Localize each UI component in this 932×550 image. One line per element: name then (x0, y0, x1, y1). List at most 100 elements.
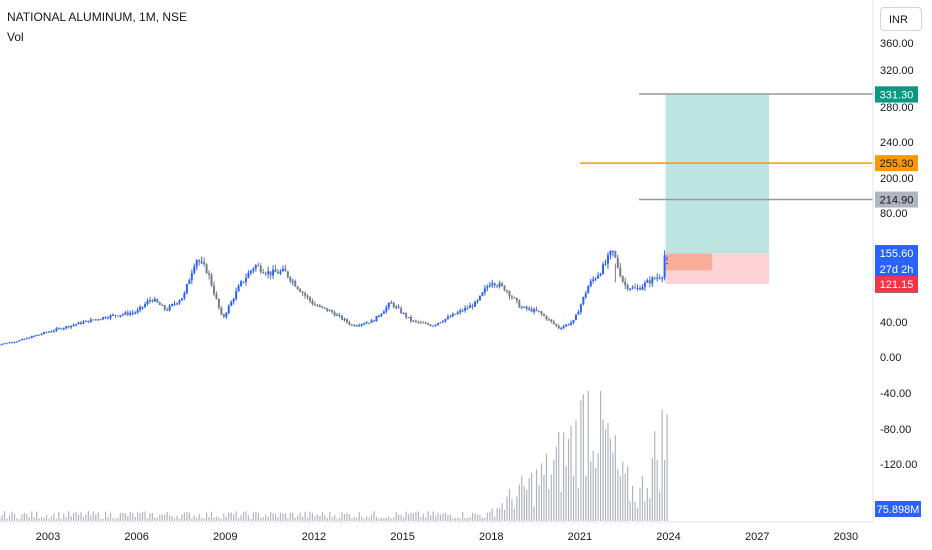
volume-bar (311, 512, 314, 521)
volume-bar (415, 512, 417, 521)
volume-bar (656, 460, 658, 521)
candle-body (611, 250, 614, 252)
candle-body (171, 304, 174, 306)
price-tag-label: 27d 2h (880, 264, 914, 276)
candle-body (269, 271, 272, 276)
candle-body (208, 273, 211, 275)
candle-body (589, 281, 592, 287)
volume-bar (580, 400, 582, 521)
volume-bar (105, 511, 107, 521)
target-zone[interactable] (665, 94, 770, 254)
symbol-title[interactable]: NATIONAL ALUMINUM, 1M, NSE (7, 10, 188, 24)
candle-body (131, 312, 134, 314)
volume-bar (210, 511, 213, 521)
candle-body (486, 286, 489, 289)
volume-bar (215, 516, 218, 521)
volume-bar (87, 511, 89, 521)
volume-bar (235, 511, 237, 521)
candle-body (284, 268, 287, 272)
candle-body (23, 338, 26, 340)
candle-body (227, 305, 230, 313)
volume-bar (358, 512, 360, 521)
volume-bar (63, 513, 65, 521)
candle-body (338, 314, 341, 316)
candle-body (641, 286, 644, 290)
volume-bar (260, 517, 262, 521)
candle-body (259, 265, 262, 272)
volume-bar (533, 506, 535, 521)
volume-bar (324, 514, 326, 521)
candle-body (565, 324, 568, 327)
candle-body (358, 325, 361, 327)
candle-body (195, 260, 198, 267)
volume-bar (193, 515, 195, 521)
volume-bar (592, 450, 594, 521)
volume-bar (511, 498, 513, 521)
volume-bar (353, 516, 355, 521)
volume-bar (439, 514, 442, 521)
candle-body (510, 296, 513, 298)
volume-bar (631, 485, 634, 521)
price-tag[interactable] (875, 261, 918, 278)
volume-bar (567, 438, 570, 521)
volume-bar (316, 514, 318, 521)
volume-bar (218, 517, 220, 521)
price-tag[interactable] (875, 86, 918, 103)
volume-bar (402, 517, 405, 521)
volume-bar (68, 511, 70, 521)
volume-bar (205, 512, 208, 521)
candle-body (203, 261, 206, 265)
volume-tag[interactable] (875, 501, 921, 517)
candle-body (513, 297, 516, 299)
volume-bar (420, 517, 422, 521)
candle-body (55, 328, 58, 331)
candle-body (114, 314, 117, 316)
volume-bar (518, 484, 520, 521)
time-tick-label: 2018 (479, 531, 503, 543)
candle-body (148, 300, 151, 302)
volume-bar (526, 489, 528, 521)
candle-body (464, 307, 467, 311)
price-tick-label: -40.00 (880, 388, 911, 400)
candle-body (545, 316, 548, 320)
volume-bar (410, 512, 412, 521)
price-tag[interactable] (875, 245, 918, 262)
volume-bar (270, 511, 272, 521)
volume-bar (181, 514, 183, 521)
volume-bar (644, 501, 646, 521)
candle-body (368, 322, 371, 324)
volume-indicator-label[interactable]: Vol (7, 30, 24, 44)
candle-body (439, 322, 442, 324)
candle-body (363, 323, 366, 325)
candle-body (267, 271, 270, 274)
candle-body (663, 255, 666, 278)
candle-body (84, 320, 87, 322)
volume-bar (434, 516, 437, 521)
candle-body (33, 335, 36, 337)
volume-bar (302, 516, 304, 521)
candle-body (198, 260, 201, 262)
candle-body (11, 342, 14, 344)
candle-body (190, 273, 193, 281)
candle-body (328, 310, 331, 312)
candle-body (542, 314, 545, 317)
candle-body (587, 286, 590, 294)
candle-body (235, 291, 238, 300)
candle-body (276, 272, 279, 274)
candle-body (432, 325, 435, 327)
price-tag[interactable] (875, 155, 918, 172)
candle-body (557, 325, 560, 329)
candle-body (407, 317, 410, 319)
volume-bar (279, 512, 282, 521)
candle-body (624, 281, 627, 286)
candle-body (193, 266, 196, 274)
volume-bar (599, 391, 602, 521)
candle-body (43, 332, 46, 334)
volume-bar (274, 513, 277, 521)
volume-bar (545, 453, 548, 521)
price-tag[interactable] (875, 191, 918, 208)
currency-button[interactable]: INR (880, 7, 922, 31)
price-tag[interactable] (875, 276, 918, 293)
price-tick-label: 200.00 (880, 173, 914, 185)
